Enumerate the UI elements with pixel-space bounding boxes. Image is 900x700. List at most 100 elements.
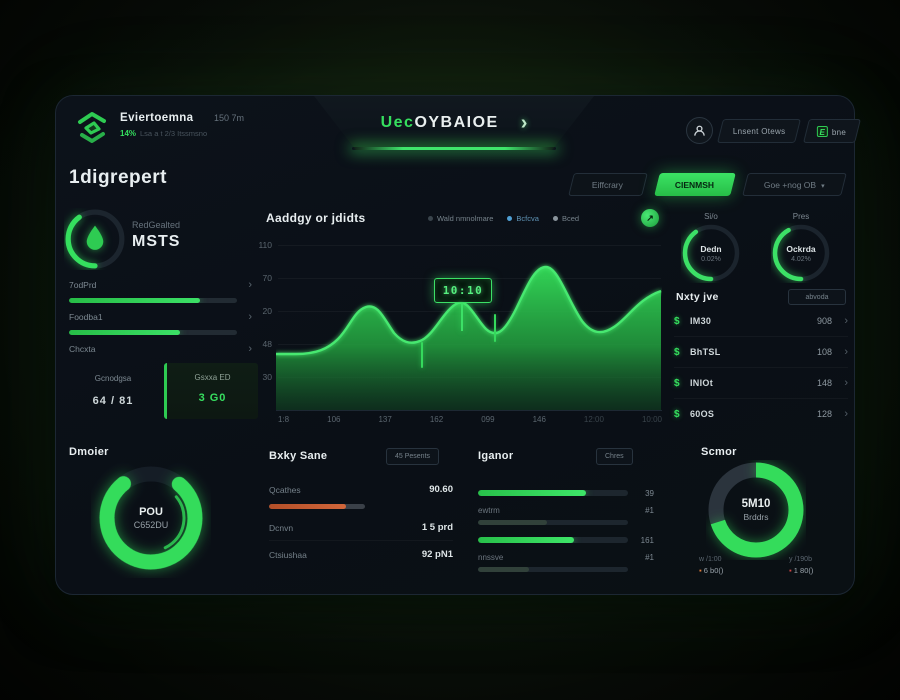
dim-bar xyxy=(478,567,628,572)
chevron-right-icon[interactable]: › xyxy=(520,112,528,134)
bars-badge-button[interactable]: Chres xyxy=(596,448,633,465)
x-tick-labels: 1:8 106 137 162 099 146 12:00 10:00 xyxy=(278,415,662,424)
gauge-value: 4.02% xyxy=(791,255,811,263)
orange-progress-bar xyxy=(269,504,365,509)
gauge-block-1: Si/o Dedn 0.02% xyxy=(668,212,754,283)
chevron-right-icon: › xyxy=(844,377,848,389)
donut-chart-right: 5M10 Brddrs xyxy=(706,460,806,560)
area-chart[interactable] xyxy=(276,241,662,411)
token-icon: $ xyxy=(674,346,680,358)
panel-title: Bxky Sane xyxy=(269,450,328,462)
token-icon: $ xyxy=(674,408,680,420)
chart-legend: Wald nmnolmare Bcfcva Bced xyxy=(428,214,628,223)
chevron-right-icon: › xyxy=(844,346,848,358)
stat-box-left: Gcnodgsa 64 / 81 xyxy=(69,368,157,418)
panel-title: Iganor xyxy=(478,450,514,462)
bar-value: 161 xyxy=(640,536,654,545)
bar-label: nnssve xyxy=(478,553,504,562)
chart-tooltip: 10:10 xyxy=(434,278,492,303)
progress-bar-1 xyxy=(69,298,237,303)
stat-label: Gcnodgsa xyxy=(94,374,132,383)
progress-bar-2 xyxy=(69,330,237,335)
app-subtitle: 14% Lsa a t 2/3 Itssmsno xyxy=(120,129,208,138)
chart-title: Aaddgy or jdidts xyxy=(266,211,366,225)
red-marker-icon: ▪ xyxy=(789,566,792,575)
list-item[interactable]: $ BhTSL 108 › xyxy=(674,346,848,358)
divider xyxy=(674,367,848,368)
token-icon: $ xyxy=(674,377,680,389)
stats-row: Qcathes 90.60 xyxy=(269,484,453,495)
list-item[interactable]: $ 60OS 128 › xyxy=(674,408,848,420)
donut-chart-left: POU C652DU xyxy=(91,458,211,578)
stats-badge-button[interactable]: 45 Pesents xyxy=(386,448,440,465)
progress-row-2[interactable]: Foodba1 › xyxy=(69,311,252,323)
filter-button-active[interactable]: CIENMSH xyxy=(654,173,736,196)
donut-legend-item: w /1:00 ▪ 6 b0() xyxy=(699,556,724,575)
filter-button-1[interactable]: Eiffcrary xyxy=(568,173,648,196)
user-icon xyxy=(694,125,705,136)
main-title-banner[interactable]: UecOYBAIOE › xyxy=(314,96,594,150)
page-title: 1digrepert xyxy=(69,167,167,188)
y-tick: 20 xyxy=(262,306,272,316)
panel-title: Dmoier xyxy=(69,446,109,458)
dim-bar xyxy=(478,520,628,525)
stat-box-right: Gsxxa ED 3 G0 xyxy=(164,363,258,419)
user-button[interactable] xyxy=(686,117,713,144)
drop-icon xyxy=(86,225,104,250)
legend-item[interactable]: Wald nmnolmare xyxy=(428,214,493,223)
green-bar xyxy=(478,537,628,543)
stats-row: Ctsiushaa 92 pN1 xyxy=(269,549,453,560)
chevron-right-icon: › xyxy=(844,315,848,327)
gauge-name: Ockrda xyxy=(786,243,816,254)
y-tick: 70 xyxy=(262,273,272,283)
list-item[interactable]: $ IM30 908 › xyxy=(674,315,848,327)
list-action-button[interactable]: abvoda xyxy=(788,289,846,305)
sidebar-gauge-label: RedGealted xyxy=(132,220,181,230)
progress-row-3[interactable]: Chcxta › xyxy=(69,343,252,355)
panel-title: Scmor xyxy=(701,446,737,458)
progress-row-1[interactable]: 7odPrd › xyxy=(69,279,252,291)
chevron-right-icon: › xyxy=(844,408,848,420)
stat-value: 64 / 81 xyxy=(92,395,134,407)
y-tick: 30 xyxy=(262,372,272,382)
chevron-right-icon: › xyxy=(248,279,252,291)
legend-item[interactable]: Bcfcva xyxy=(507,214,539,223)
chevron-right-icon: › xyxy=(248,343,252,355)
token-icon: $ xyxy=(674,315,680,327)
divider xyxy=(674,336,848,337)
legend-action-button[interactable]: ↗ xyxy=(641,209,659,227)
y-tick: 48 xyxy=(262,339,272,349)
filter-dropdown[interactable]: Goe +nog OB ▾ xyxy=(742,173,847,196)
banner-glow xyxy=(352,147,556,150)
gauge-top-label: Pres xyxy=(792,212,810,221)
donut-legend-item: y /190b ▪ 1 80() xyxy=(789,556,814,575)
bar-value: 39 xyxy=(645,489,654,498)
dashboard-card: Eviertoemna 150 7m 14% Lsa a t 2/3 Itssms… xyxy=(55,95,861,595)
list-item[interactable]: $ INIOt 148 › xyxy=(674,377,848,389)
sidebar-gauge xyxy=(64,208,126,270)
chevron-right-icon: › xyxy=(248,311,252,323)
gauge-block-2: Pres Ockrda 4.02% xyxy=(758,212,844,283)
e-badge-icon: E xyxy=(817,125,829,137)
x-axis xyxy=(276,410,662,411)
gauge-top-label: Si/o xyxy=(704,212,718,221)
donut-center-top: 5M10 xyxy=(741,498,771,510)
stats-row: Dcnvn 1 5 prd xyxy=(269,522,453,533)
donut-center-bottom: Brddrs xyxy=(743,512,769,522)
app-subtitle-pct: 14% xyxy=(120,129,137,138)
donut-center-top: POU xyxy=(139,506,163,518)
list-title: Nxty jve xyxy=(676,291,719,303)
legend-item[interactable]: Bced xyxy=(552,214,579,223)
divider xyxy=(674,398,848,399)
bar-label: ewtrm xyxy=(478,506,500,515)
green-bar xyxy=(478,490,628,496)
account-button[interactable]: Lnsent Otews xyxy=(717,119,801,143)
gauge-name: Dedn xyxy=(700,243,722,254)
app-meta: 150 7m xyxy=(214,113,245,123)
stat-label: Gsxxa ED xyxy=(194,373,231,382)
chart-marker xyxy=(421,342,423,368)
stat-value: 3 G0 xyxy=(198,392,227,404)
gridline xyxy=(278,245,661,246)
bar-value: #1 xyxy=(645,506,654,515)
